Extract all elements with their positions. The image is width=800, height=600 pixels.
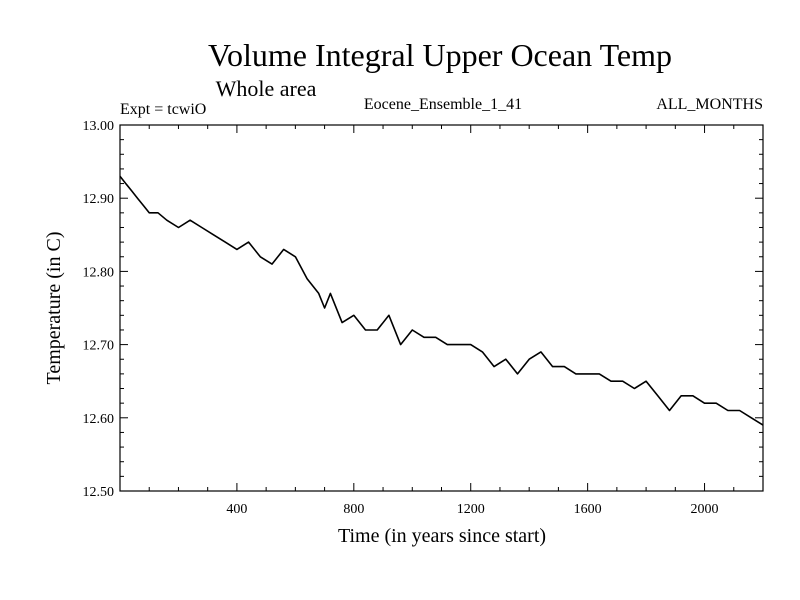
y-tick-label: 13.00 [83, 119, 115, 134]
ensemble-label: Eocene_Ensemble_1_41 [364, 96, 522, 113]
y-tick-label: 12.60 [83, 412, 115, 427]
x-axis-title: Time (in years since start) [338, 525, 546, 547]
x-tick-label: 800 [343, 502, 364, 517]
y-tick-label: 12.50 [83, 485, 115, 500]
y-tick-label: 12.70 [83, 339, 115, 354]
y-tick-label: 12.90 [83, 192, 115, 207]
x-tick-label: 1200 [457, 502, 485, 517]
y-axis-title: Temperature (in C) [43, 232, 65, 385]
chart-subtitle: Whole area [216, 76, 317, 101]
y-tick-label: 12.80 [83, 265, 115, 280]
chart-title: Volume Integral Upper Ocean Temp [208, 37, 672, 73]
experiment-label: Expt = tcwiO [120, 101, 206, 118]
plot-frame [119, 124, 764, 492]
x-tick-label: 2000 [691, 502, 719, 517]
plot-area: 400 800 1200 1600 2000 12.50 12.60 12.70 12.80 12… [83, 119, 764, 517]
x-tick-label: 400 [226, 502, 247, 517]
temperature-series-line [119, 175, 764, 426]
months-label: ALL_MONTHS [656, 96, 763, 113]
x-tick-label: 1600 [574, 502, 602, 517]
